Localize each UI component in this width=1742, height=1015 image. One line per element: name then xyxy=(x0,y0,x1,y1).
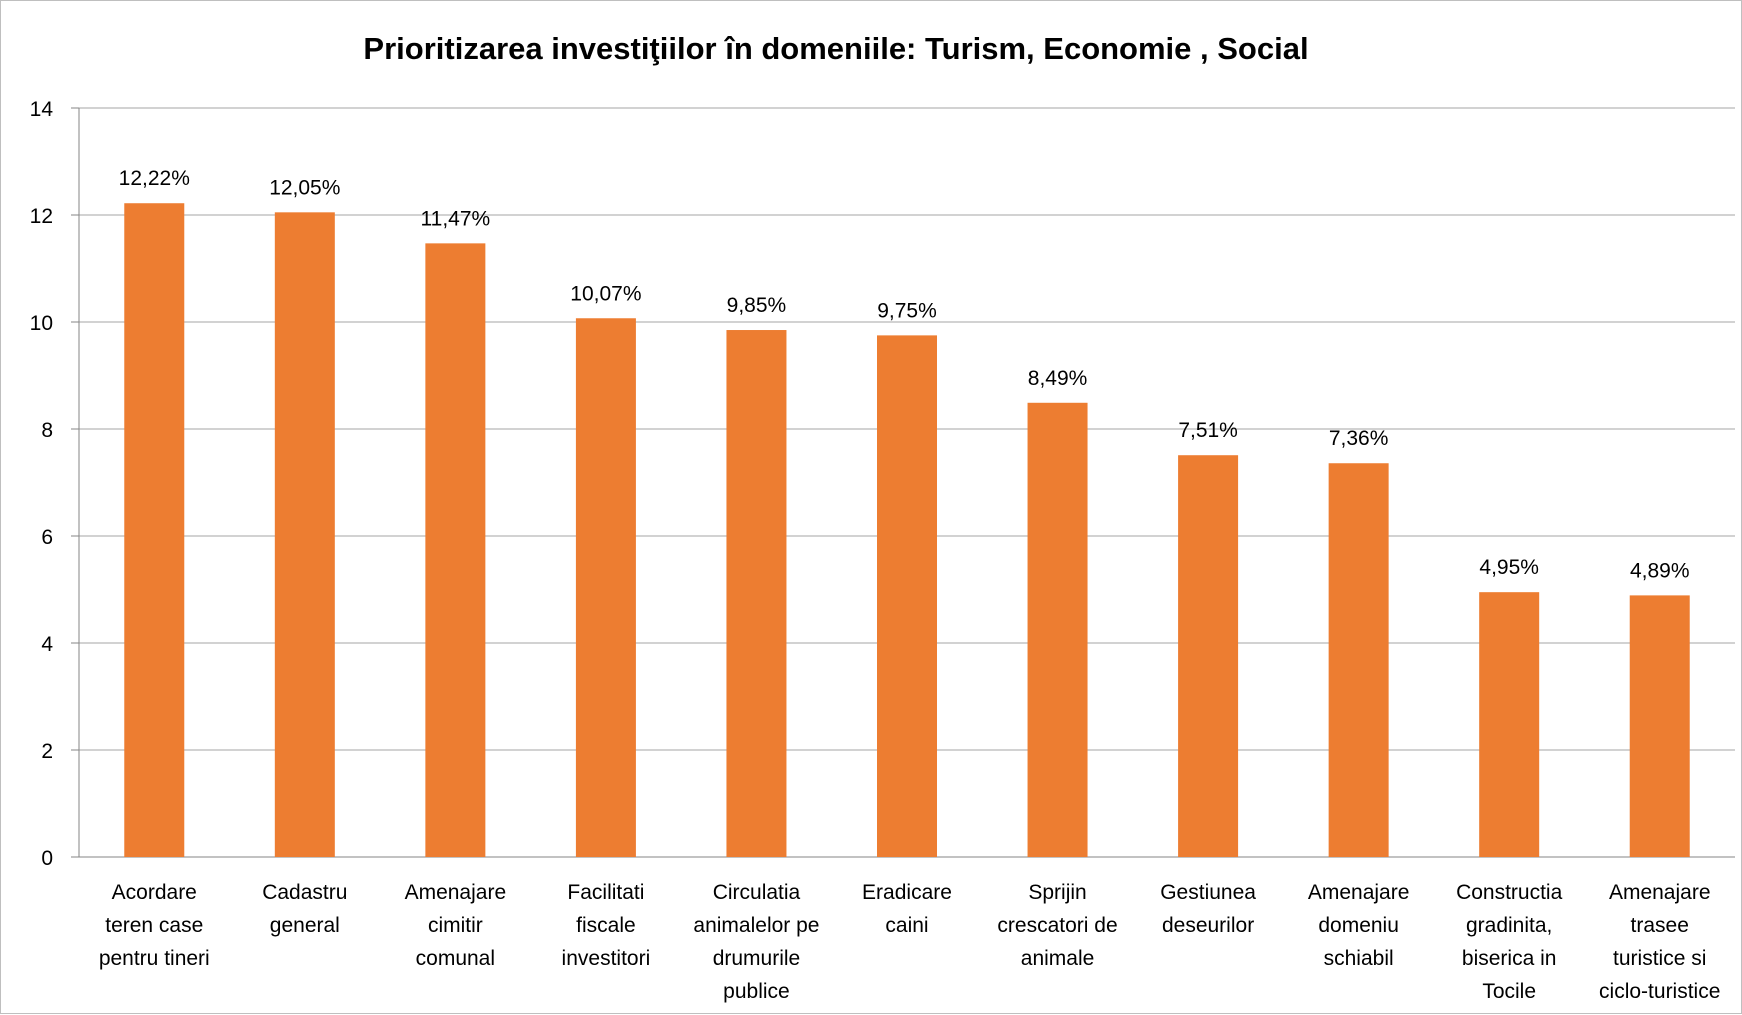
bar xyxy=(1328,463,1389,857)
x-tick-label: Gestiunea deseurilor xyxy=(1160,881,1256,937)
x-tick-label-line: investitori xyxy=(562,947,651,970)
bar xyxy=(124,203,185,858)
x-tick-label-line: gradinita, xyxy=(1466,914,1552,937)
data-label: 4,95% xyxy=(1479,556,1539,579)
data-label: 7,36% xyxy=(1329,427,1389,450)
x-tick-label: Amenajare trasee turistice si ciclo-turisti… xyxy=(1599,881,1720,1003)
bar xyxy=(726,330,787,857)
x-tick-label: Amenajare cimitir comunal xyxy=(405,881,507,970)
bar xyxy=(1178,455,1239,857)
y-tick-label: 10 xyxy=(30,312,53,335)
data-label: 11,47% xyxy=(421,207,491,230)
x-tick-label: Amenajare domeniu schiabil xyxy=(1308,881,1410,970)
x-tick-label-line: Acordare xyxy=(112,881,197,904)
bar xyxy=(274,212,335,857)
y-tick-label: 14 xyxy=(30,98,54,121)
x-tick-label-line: Amenajare xyxy=(1609,881,1711,904)
x-tick-label-line: turistice si xyxy=(1613,947,1706,970)
x-tick-label-line: caini xyxy=(885,914,928,937)
y-tick-label: 6 xyxy=(41,526,53,549)
x-tick-label-line: Constructia xyxy=(1456,881,1563,904)
x-tick-label-line: teren case xyxy=(105,914,203,937)
data-label: 7,51% xyxy=(1178,419,1238,442)
x-tick-label-line: Circulatia xyxy=(713,881,801,904)
x-tick-label: Facilitati fiscale investitori xyxy=(562,881,651,970)
x-tick-label-line: fiscale xyxy=(576,914,636,937)
y-tick-label: 8 xyxy=(41,419,53,442)
x-tick-label-line: Eradicare xyxy=(862,881,952,904)
x-tick-label-line: Tocile xyxy=(1482,980,1536,1003)
x-tick-label-line: Gestiunea xyxy=(1160,881,1256,904)
x-tick-label-line: drumurile xyxy=(713,947,801,970)
x-tick-label-line: Cadastru xyxy=(262,881,347,904)
x-tick-label-line: deseurilor xyxy=(1162,914,1254,937)
x-tick-label-line: cimitir xyxy=(428,914,483,937)
data-label: 8,49% xyxy=(1028,367,1088,390)
x-tick-label-line: animalelor pe xyxy=(693,914,819,937)
y-tick-label: 0 xyxy=(41,847,53,870)
y-tick-label: 4 xyxy=(41,633,53,656)
x-tick-label: Sprijin crescatori de animale xyxy=(997,881,1117,970)
data-label: 4,89% xyxy=(1630,559,1690,582)
data-label: 9,85% xyxy=(727,294,787,317)
x-tick-label-line: Facilitati xyxy=(567,881,644,904)
x-tick-label-line: pentru tineri xyxy=(99,947,210,970)
data-label: 9,75% xyxy=(877,299,937,322)
x-tick-label-line: crescatori de xyxy=(997,914,1117,937)
data-label: 12,05% xyxy=(269,176,340,199)
x-tick-label-line: domeniu xyxy=(1318,914,1399,937)
x-tick-label: Constructia gradinita, biserica in Tocile xyxy=(1456,881,1563,1003)
data-label: 10,07% xyxy=(570,282,641,305)
bar xyxy=(877,335,937,857)
bar xyxy=(575,318,636,857)
x-tick-label-line: Sprijin xyxy=(1028,881,1086,904)
x-tick-label-line: Amenajare xyxy=(405,881,507,904)
bar xyxy=(425,243,486,858)
x-tick-label: Eradicare caini xyxy=(862,881,952,937)
x-tick-label-line: general xyxy=(270,914,340,937)
bar xyxy=(1629,595,1690,857)
x-tick-label-line: ciclo-turistice xyxy=(1599,980,1720,1003)
x-tick-label: Circulatia animalelor pe drumurile publice xyxy=(693,881,819,1003)
x-tick-label-line: animale xyxy=(1021,947,1095,970)
x-tick-label: Cadastru general xyxy=(262,881,347,937)
x-tick-label-line: biserica in xyxy=(1462,947,1557,970)
x-tick-label: Acordare teren case pentru tineri xyxy=(99,881,210,970)
bar xyxy=(1027,402,1088,857)
chart-title: Prioritizarea investiţiilor în domeniile… xyxy=(363,31,1309,66)
y-tick-label: 12 xyxy=(30,205,53,228)
y-tick-label: 2 xyxy=(41,740,53,763)
x-tick-label-line: schiabil xyxy=(1324,947,1394,970)
data-label: 12,22% xyxy=(119,167,190,190)
bar xyxy=(1479,592,1540,857)
x-tick-label-line: comunal xyxy=(416,947,495,970)
x-tick-label-line: Amenajare xyxy=(1308,881,1410,904)
x-tick-label-line: publice xyxy=(723,980,790,1003)
x-tick-label-line: trasee xyxy=(1631,914,1689,937)
